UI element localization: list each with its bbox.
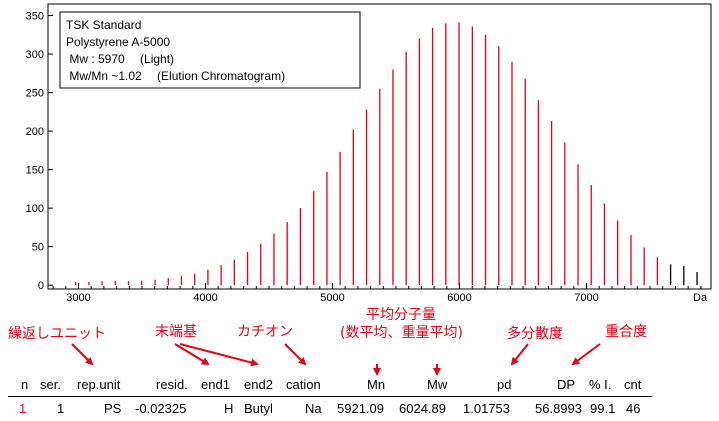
y-tick-label: 300 (26, 49, 44, 61)
header-percent-i: % I. (589, 377, 612, 392)
y-tick-label: 100 (26, 203, 44, 215)
y-tick-label: 200 (26, 126, 44, 138)
annotation-dispersity: 多分散度 (507, 326, 563, 342)
arrow-pd (510, 343, 529, 366)
annotation-end-groups: 末端基 (155, 324, 197, 340)
x-axis: 3000 4000 5000 6000 7000 (52, 283, 702, 304)
x-tick-label: 7000 (574, 292, 598, 304)
annotation-average-mw: 平均分子量 (366, 307, 436, 323)
y-tick-label: 350 (26, 11, 44, 23)
arrow-dp (571, 343, 601, 366)
header-pd: pd (497, 377, 512, 392)
x-tick-label: 6000 (447, 292, 471, 304)
x-axis-unit-label: Da (693, 292, 708, 304)
annotation-average-mw-detail: (数平均、重量平均) (340, 325, 463, 341)
row-end2: Butyl (244, 401, 273, 416)
header-end2: end2 (244, 377, 273, 392)
row-rep-unit: PS (104, 401, 122, 416)
row-percent-i: 99.1 (590, 401, 616, 416)
header-cation: cation (286, 377, 321, 392)
header-cnt: cnt (624, 377, 642, 392)
header-resid: resid. (156, 377, 188, 392)
header-mn: Mn (367, 377, 386, 392)
legend-line-1: TSK Standard (66, 18, 141, 32)
bars (75, 22, 698, 286)
row-dp: 56.8993 (535, 401, 582, 416)
legend-box (59, 11, 361, 89)
header-dp: DP (557, 377, 576, 392)
row-cnt: 46 (626, 401, 641, 416)
y-axis: 0 50 100 150 200 250 300 350 (26, 11, 53, 292)
legend-line-4: Mw/Mn ~1.02 (Elution Chromatogram) (66, 69, 285, 83)
y-tick-label: 250 (26, 88, 44, 100)
header-end1: end1 (201, 377, 230, 392)
header-mw: Mw (427, 377, 448, 392)
x-tick-label: 4000 (193, 292, 217, 304)
plot-frame (47, 3, 712, 290)
y-tick-label: 0 (38, 280, 44, 292)
legend-line-3: Mw : 5970 (Light) (66, 52, 174, 66)
annotation-cation: カチオン (237, 324, 293, 340)
x-tick-label: 5000 (320, 292, 344, 304)
row-end1: H (224, 401, 234, 416)
row-pd: 1.01753 (463, 401, 510, 416)
arrow-end1 (174, 343, 210, 366)
legend-line-2: Polystyrene A-5000 (66, 35, 170, 49)
annotation-degree-polymerization: 重合度 (605, 324, 647, 340)
annotation-repeat-unit: 繰返しユニット (8, 326, 106, 342)
x-tick-label: 3000 (66, 292, 90, 304)
arrow-repeat-unit (71, 343, 94, 366)
row-resid: -0.02325 (135, 401, 187, 416)
annotation-arrows (71, 343, 601, 376)
legend: TSK Standard Polystyrene A-5000 Mw : 597… (59, 11, 361, 89)
y-tick-label: 50 (32, 242, 44, 254)
row-ser: 1 (57, 401, 65, 416)
table-divider (8, 396, 652, 397)
header-n: n (21, 377, 29, 392)
y-tick-label: 150 (26, 165, 44, 177)
header-ser: ser. (40, 377, 61, 392)
row-n: 1 (19, 401, 27, 416)
row-mw: 6024.89 (399, 401, 446, 416)
row-mn: 5921.09 (337, 401, 384, 416)
arrow-cation (284, 343, 307, 366)
header-rep-unit: rep.unit (77, 377, 121, 392)
arrow-end2 (179, 343, 259, 367)
row-cation: Na (305, 401, 322, 416)
